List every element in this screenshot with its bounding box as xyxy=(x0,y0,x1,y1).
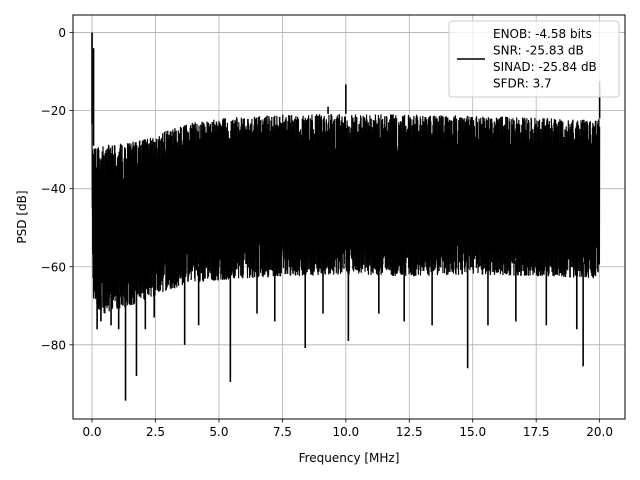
legend-label: ENOB: -4.58 bits SNR: -25.83 dB SINAD: -25… xyxy=(493,27,597,91)
legend: ENOB: -4.58 bits SNR: -25.83 dB SINAD: -25… xyxy=(448,20,620,98)
x-tick-label: 7.5 xyxy=(273,425,292,439)
legend-label-line: SNR: -25.83 dB xyxy=(493,44,584,58)
legend-box xyxy=(448,20,620,98)
y-tick-label: −80 xyxy=(41,338,66,352)
psd-trace xyxy=(91,32,601,314)
y-tick-label: −40 xyxy=(41,182,66,196)
legend-label-line: SFDR: 3.7 xyxy=(493,77,552,91)
y-tick-label: −20 xyxy=(41,104,66,118)
x-tick-label: 17.5 xyxy=(523,425,550,439)
x-tick-label: 20.0 xyxy=(586,425,613,439)
axis-ticks: 0.0 2.5 5.0 7.5 10.0 12.5 15.0 17.5 20.0 0 −20 −40 −… xyxy=(41,26,613,439)
y-axis-label: PSD [dB] xyxy=(15,190,29,243)
x-tick-label: 2.5 xyxy=(146,425,165,439)
x-tick-label: 15.0 xyxy=(459,425,486,439)
y-tick-label: 0 xyxy=(58,26,66,40)
x-tick-label: 5.0 xyxy=(209,425,228,439)
x-tick-label: 12.5 xyxy=(396,425,423,439)
x-tick-label: 0.0 xyxy=(82,425,101,439)
legend-label-line: ENOB: -4.58 bits xyxy=(493,27,592,41)
x-tick-label: 10.0 xyxy=(332,425,359,439)
y-tick-label: −60 xyxy=(41,260,66,274)
legend-label-line: SINAD: -25.84 dB xyxy=(493,60,597,74)
axes-frame xyxy=(72,14,626,420)
x-axis-label: Frequency [MHz] xyxy=(299,451,400,465)
